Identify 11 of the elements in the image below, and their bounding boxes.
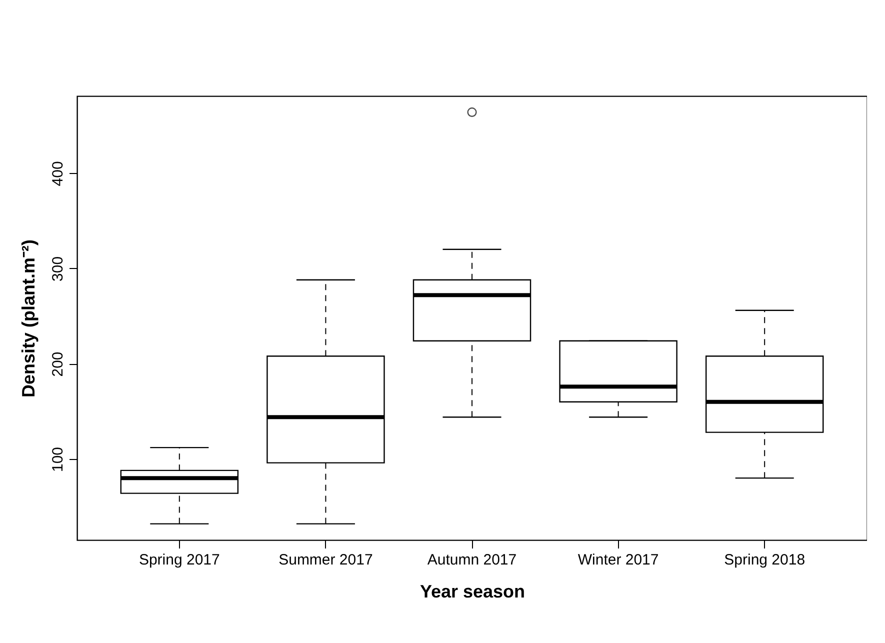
x-tick-label: Spring 2017: [138, 552, 220, 568]
x-tick-label: Spring 2018: [724, 552, 806, 568]
x-tick-label: Autumn 2017: [427, 552, 517, 568]
y-axis-title: Density (plant.m⁻²): [18, 239, 38, 398]
y-tick-label: 300: [50, 256, 66, 282]
y-tick-label: 100: [50, 446, 66, 472]
y-tick-label: 400: [50, 161, 66, 186]
y-tick-label: 200: [50, 352, 66, 377]
x-tick-label: Winter 2017: [578, 552, 659, 568]
x-axis-title: Year season: [420, 582, 526, 602]
x-tick-label: Summer 2017: [278, 552, 373, 568]
